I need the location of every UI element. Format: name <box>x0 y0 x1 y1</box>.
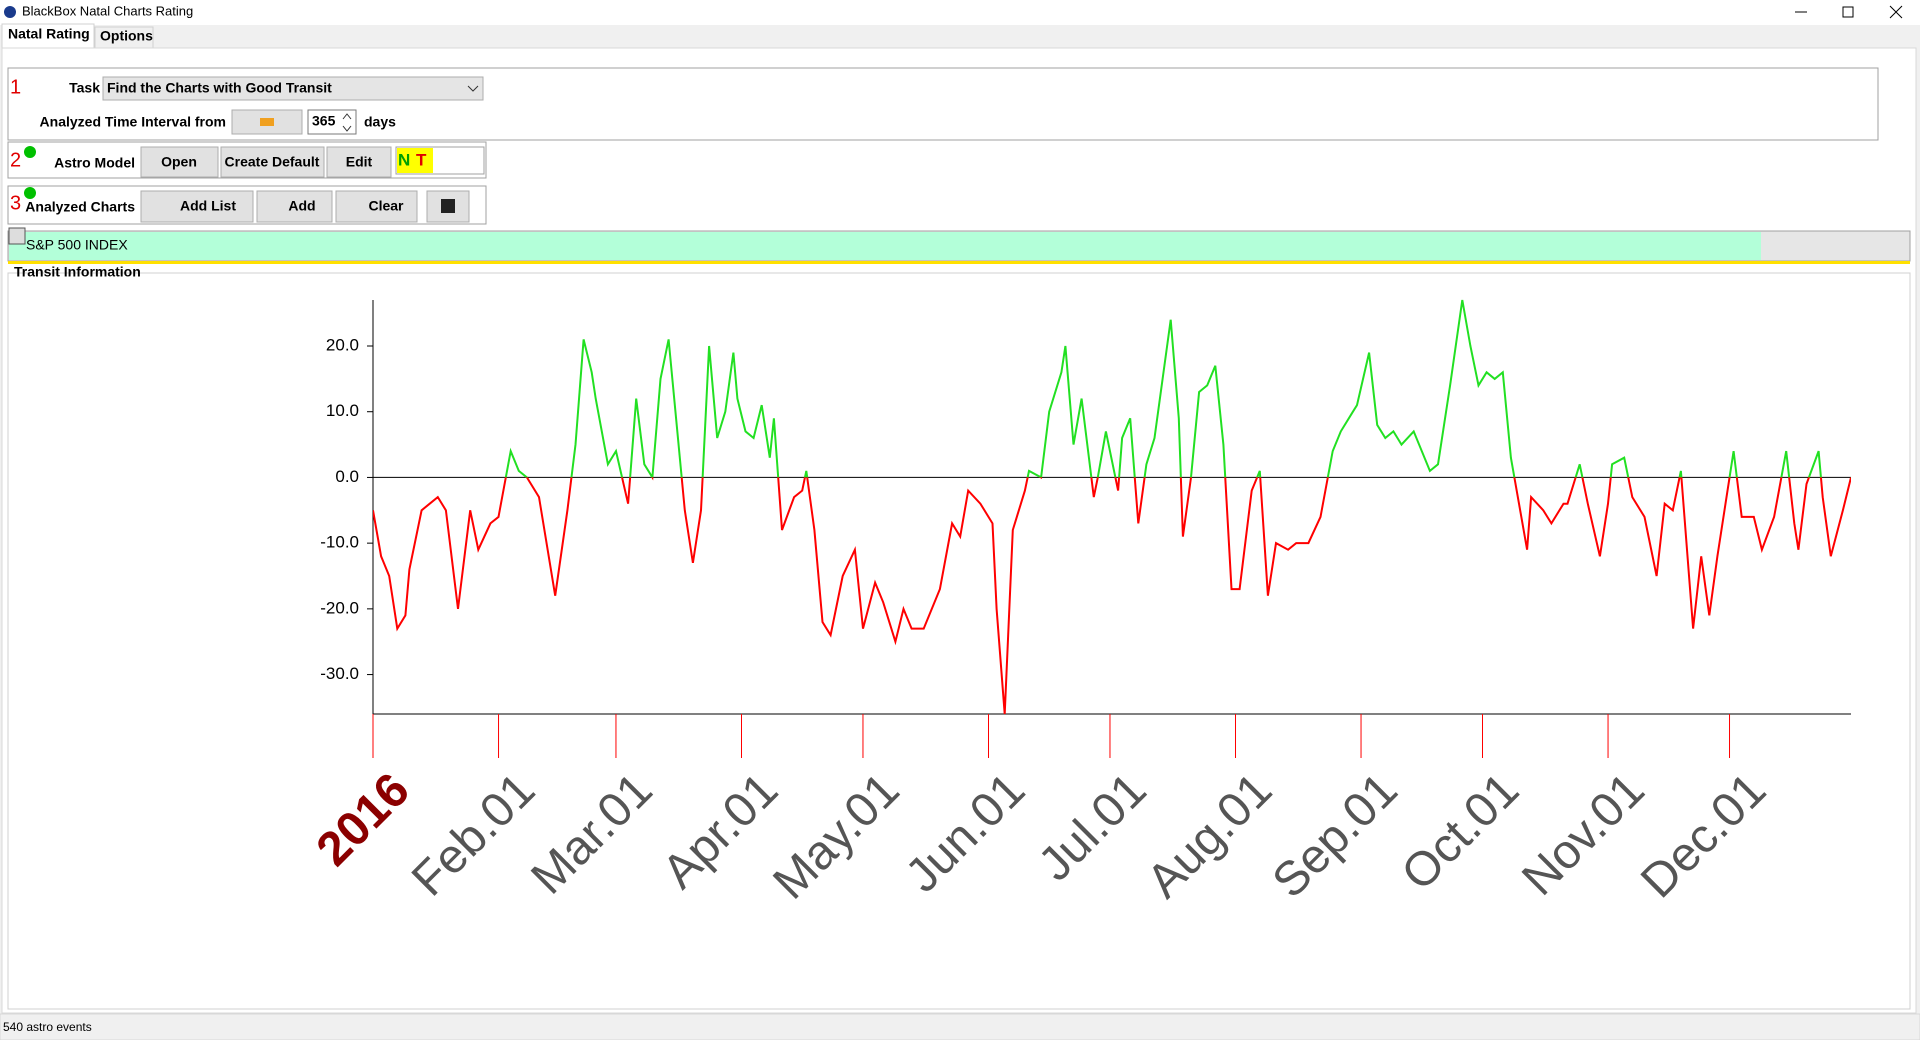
spin-arrows[interactable] <box>342 113 352 132</box>
save-icon <box>441 199 455 213</box>
button-label[interactable]: Edit <box>346 154 373 170</box>
task-label: Task <box>69 80 100 96</box>
item-icon <box>8 227 26 245</box>
button[interactable] <box>335 190 418 223</box>
button[interactable] <box>256 190 333 223</box>
combo-arrow[interactable] <box>467 85 479 92</box>
line-below <box>373 477 1851 715</box>
panel <box>7 141 487 179</box>
step-number: 3 <box>10 192 21 214</box>
chart-list-item[interactable] <box>9 232 1761 260</box>
y-tick-label: -30.0 <box>320 664 359 683</box>
chart-item-label[interactable]: S&P 500 INDEX <box>26 237 128 253</box>
tab-label[interactable]: Natal Rating <box>8 26 90 42</box>
button[interactable] <box>326 146 392 178</box>
button-label[interactable]: Add List <box>180 198 236 214</box>
status-dot <box>24 187 36 199</box>
y-tick-label: -20.0 <box>320 598 359 617</box>
button-label[interactable]: Add <box>288 198 315 214</box>
days-label: days <box>364 114 396 130</box>
interval-label: Analyzed Time Interval from <box>40 114 226 130</box>
panel <box>7 185 487 225</box>
line-above <box>504 299 1851 478</box>
title-bar <box>0 0 1920 25</box>
charts-label: Analyzed Charts <box>25 199 135 215</box>
chart-frame <box>7 272 1911 1010</box>
step-number: 2 <box>10 149 21 171</box>
y-tick-label: 0.0 <box>335 467 359 486</box>
step-number: 1 <box>10 76 21 98</box>
task-combo[interactable] <box>102 76 484 101</box>
astro-model-label: Astro Model <box>54 155 135 171</box>
button-label[interactable]: Create Default <box>225 154 320 170</box>
tab-active[interactable] <box>1 23 95 49</box>
button[interactable] <box>220 146 325 178</box>
y-tick-label: -10.0 <box>320 533 359 552</box>
model-t: T <box>416 150 427 169</box>
status-text: 540 astro events <box>3 1020 92 1034</box>
task-value[interactable]: Find the Charts with Good Transit <box>107 80 332 96</box>
tab-label[interactable]: Options <box>100 28 153 44</box>
button-label[interactable]: Open <box>161 154 197 170</box>
days-value[interactable]: 365 <box>312 113 336 129</box>
y-tick-label: 20.0 <box>326 335 359 354</box>
button[interactable] <box>140 190 254 223</box>
date-icon <box>260 118 274 126</box>
y-tick-label: 10.0 <box>326 401 359 420</box>
close[interactable] <box>1889 5 1903 19</box>
selection-line <box>8 261 1910 264</box>
window-title: BlackBox Natal Charts Rating <box>22 3 193 18</box>
panel <box>7 67 1879 141</box>
app-icon <box>4 6 16 18</box>
status-dot <box>24 146 36 158</box>
button-label[interactable]: Clear <box>368 198 404 214</box>
panel-title: Transit Information <box>14 264 141 280</box>
button[interactable] <box>140 146 219 178</box>
model-n: N <box>398 150 410 169</box>
status-bar <box>0 1013 1920 1040</box>
restore[interactable] <box>1842 6 1854 18</box>
model-highlight <box>397 148 433 173</box>
